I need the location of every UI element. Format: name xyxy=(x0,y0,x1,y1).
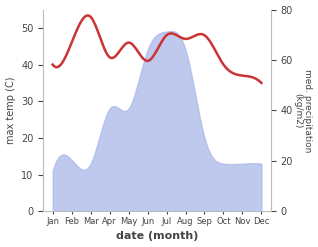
X-axis label: date (month): date (month) xyxy=(116,231,198,242)
Y-axis label: max temp (C): max temp (C) xyxy=(5,77,16,144)
Y-axis label: med. precipitation
(kg/m2): med. precipitation (kg/m2) xyxy=(293,69,313,152)
